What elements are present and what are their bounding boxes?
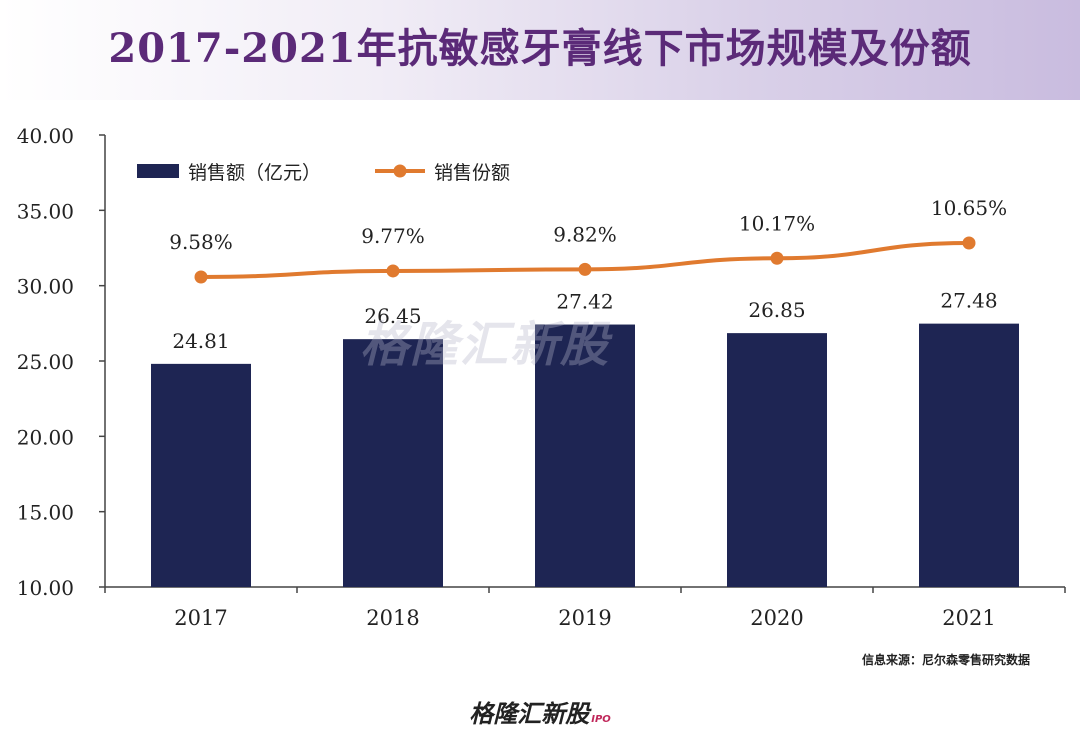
chart-title: 2017-2021年抗敏感牙膏线下市场规模及份额	[108, 25, 972, 72]
share-data-label: 10.65%	[931, 196, 1007, 220]
legend-line-marker	[393, 164, 407, 178]
share-point	[578, 262, 592, 276]
logo-text: 格隆汇新股	[469, 700, 590, 728]
bar-data-label: 26.85	[748, 298, 805, 322]
bar-data-label: 27.48	[940, 289, 997, 313]
share-data-label: 9.82%	[553, 222, 617, 246]
y-tick-label: 25.00	[17, 350, 74, 374]
x-tick-label: 2018	[366, 606, 419, 630]
x-tick-label: 2017	[174, 606, 227, 630]
y-tick-label: 40.00	[17, 124, 74, 148]
x-tick-label: 2021	[942, 606, 995, 630]
share-data-label: 9.58%	[169, 230, 233, 254]
watermark: 格隆汇新股	[360, 317, 611, 373]
legend-bar-label: 销售额（亿元）	[188, 162, 321, 184]
bar	[151, 363, 251, 587]
bar	[727, 333, 827, 587]
share-point	[770, 251, 784, 265]
title-banner	[0, 0, 1080, 100]
bar-data-label: 26.45	[364, 304, 421, 328]
share-data-label: 10.17%	[739, 211, 815, 235]
share-data-label: 9.77%	[361, 224, 425, 248]
bar	[535, 324, 635, 587]
bar	[343, 339, 443, 587]
share-point	[386, 264, 400, 278]
legend-line-label: 销售份额	[434, 162, 510, 184]
brand-logo: 格隆汇新股 IPO	[0, 694, 1080, 729]
bar	[919, 323, 1019, 587]
bar-data-label: 27.42	[556, 290, 613, 314]
legend-bar-swatch	[137, 164, 179, 178]
source-note: 信息来源：尼尔森零售研究数据	[861, 653, 1030, 667]
y-tick-label: 35.00	[17, 199, 74, 223]
share-point	[962, 236, 976, 250]
y-tick-label: 30.00	[17, 275, 74, 299]
share-point	[194, 270, 208, 284]
y-tick-label: 15.00	[17, 501, 74, 525]
y-tick-label: 20.00	[17, 425, 74, 449]
logo-suffix: IPO	[591, 714, 611, 725]
x-tick-label: 2019	[558, 606, 611, 630]
y-tick-label: 10.00	[17, 576, 74, 600]
bar-data-label: 24.81	[172, 329, 229, 353]
x-tick-label: 2020	[750, 606, 803, 630]
